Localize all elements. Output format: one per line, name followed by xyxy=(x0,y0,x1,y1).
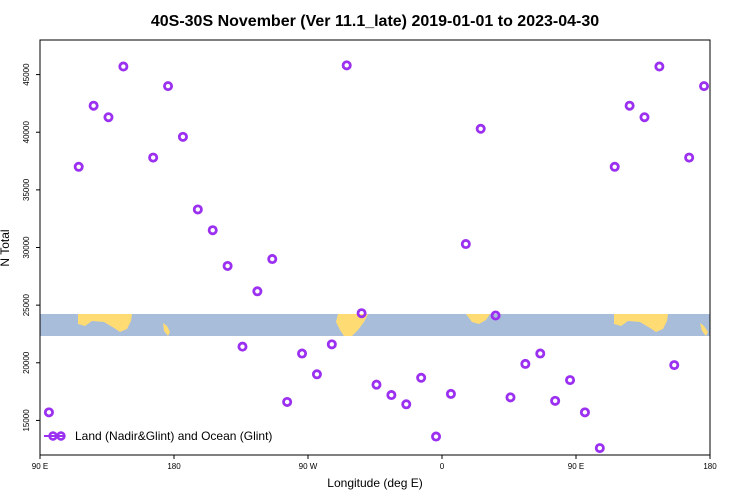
data-point xyxy=(207,225,218,236)
scatter-points xyxy=(43,60,710,454)
data-point xyxy=(386,390,397,401)
y-tick-label: 25000 xyxy=(22,293,31,316)
y-tick-label: 20000 xyxy=(22,351,31,374)
data-point xyxy=(654,61,665,72)
y-tick-label: 40000 xyxy=(22,121,31,144)
land-shape xyxy=(336,314,368,336)
legend-marker xyxy=(56,431,66,441)
plot-frame xyxy=(39,39,711,456)
x-tick-label: 0 xyxy=(440,462,445,471)
data-point xyxy=(148,152,159,163)
x-tick-label: 180 xyxy=(167,462,181,471)
y-tick-label: 35000 xyxy=(22,178,31,201)
land-shape xyxy=(78,314,132,332)
data-point xyxy=(341,60,352,71)
data-point xyxy=(401,399,412,410)
data-point xyxy=(520,358,531,369)
y-tick-label: 45000 xyxy=(22,63,31,86)
x-tick-label: 90 E xyxy=(568,462,584,471)
data-point xyxy=(624,100,635,111)
data-point xyxy=(177,131,188,142)
data-point xyxy=(550,395,561,406)
data-point xyxy=(699,81,710,92)
data-point xyxy=(163,81,174,92)
y-tick-label: 15000 xyxy=(22,409,31,432)
data-point xyxy=(297,348,308,359)
data-point xyxy=(460,239,471,250)
x-axis-label: Longitude (deg E) xyxy=(327,476,422,490)
data-point xyxy=(252,286,263,297)
data-point xyxy=(490,310,501,321)
data-point xyxy=(311,369,322,380)
data-point xyxy=(579,407,590,418)
data-point xyxy=(416,372,427,383)
y-tick-label: 30000 xyxy=(22,236,31,259)
x-tick-label: 90 E xyxy=(32,462,48,471)
data-point xyxy=(326,339,337,350)
x-tick-label: 180 xyxy=(703,462,717,471)
data-point xyxy=(639,112,650,123)
data-point xyxy=(118,61,129,72)
land-shape xyxy=(466,314,490,324)
data-point xyxy=(669,360,680,371)
x-tick-label: 90 W xyxy=(299,462,318,471)
y-axis-label: N Total xyxy=(0,229,12,266)
data-point xyxy=(88,100,99,111)
data-point xyxy=(684,152,695,163)
data-point xyxy=(356,308,367,319)
chart-title: 40S-30S November (Ver 11.1_late) 2019-01… xyxy=(151,13,599,30)
data-point xyxy=(565,375,576,386)
data-point xyxy=(192,204,203,215)
land-shape xyxy=(700,323,708,336)
y-axis: 15000 20000 25000 30000 35000 40000 45000 xyxy=(22,63,40,432)
data-point xyxy=(475,123,486,134)
data-point xyxy=(594,443,605,454)
data-point xyxy=(535,348,546,359)
data-point xyxy=(282,396,293,407)
ocean-band xyxy=(40,314,710,336)
map-band xyxy=(40,314,710,336)
legend-label: Land (Nadir&Glint) and Ocean (Glint) xyxy=(75,429,272,443)
legend: Land (Nadir&Glint) and Ocean (Glint) xyxy=(44,429,272,443)
data-point xyxy=(431,431,442,442)
x-axis: 90 E 180 90 W 0 90 E 180 xyxy=(32,455,717,471)
data-point xyxy=(267,254,278,265)
data-point xyxy=(445,388,456,399)
data-point xyxy=(371,379,382,390)
data-point xyxy=(73,161,84,172)
data-point xyxy=(103,112,114,123)
data-point xyxy=(237,341,248,352)
land-shape xyxy=(614,314,668,332)
data-point xyxy=(43,407,54,418)
data-point xyxy=(609,161,620,172)
data-point xyxy=(222,260,233,271)
data-point xyxy=(505,392,516,403)
land-shape xyxy=(163,323,170,336)
